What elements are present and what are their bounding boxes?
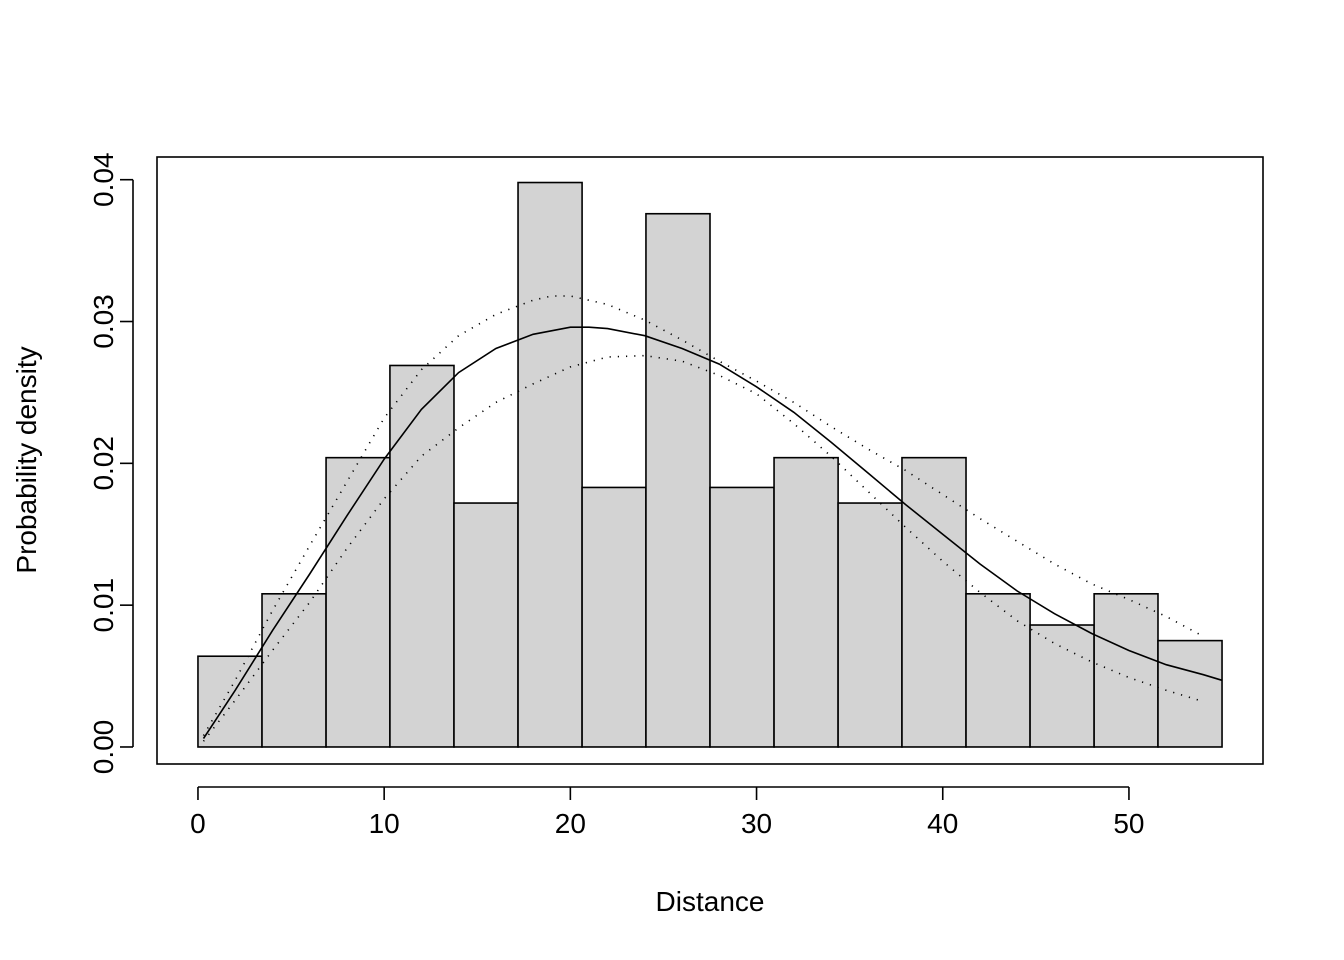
y-tick-label: 0.04 [88,152,119,207]
histogram-bar [261,593,327,748]
histogram-bar [517,181,583,748]
histogram-bars [197,181,1223,748]
plot-frame [156,156,1264,765]
histogram-bar [581,486,647,748]
y-tick-label: 0.03 [88,294,119,349]
histogram-bar [901,456,967,748]
y-axis-title: Probability density [11,346,42,573]
histogram-bar [389,364,455,748]
x-axis-title: Distance [656,886,765,917]
y-tick-label: 0.02 [88,436,119,491]
x-tick-label: 10 [369,808,400,839]
histogram-bar [325,456,391,748]
histogram-bar [837,502,903,748]
y-tick-label: 0.01 [88,578,119,633]
x-axis: 0 10 20 30 40 50 [190,786,1145,839]
x-tick-label: 50 [1113,808,1144,839]
histogram-bar [1093,593,1159,748]
confidence-band-lower [202,354,1204,742]
confidence-band-upper [202,295,1204,736]
x-tick-label: 0 [190,808,206,839]
x-tick-label: 20 [555,808,586,839]
histogram-bar [453,502,519,748]
fitted-density-curve [202,326,1223,739]
histogram-bar [1157,639,1223,748]
histogram-bar [645,212,711,748]
histogram-bar [773,456,839,748]
confidence-band-upper-line [202,295,1204,736]
confidence-band-lower-line [202,354,1204,742]
y-tick-label: 0.00 [88,720,119,775]
histogram-bar [1029,624,1095,748]
histogram-bar [709,486,775,748]
histogram-bar [965,593,1031,748]
x-tick-label: 40 [927,808,958,839]
x-tick-label: 30 [741,808,772,839]
y-axis: 0.00 0.01 0.02 0.03 0.04 [88,152,134,775]
